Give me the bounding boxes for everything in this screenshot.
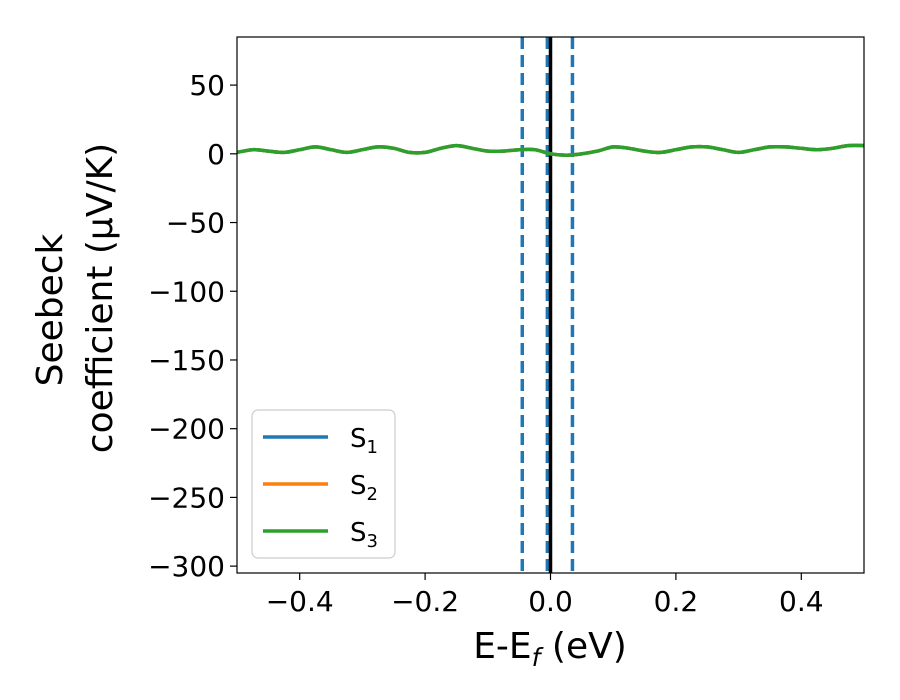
y-tick-label: 50 (189, 69, 225, 102)
y-tick-label: −50 (166, 207, 225, 240)
y-tick-label: −300 (148, 550, 225, 583)
y-tick-label: −100 (148, 275, 225, 308)
x-axis-label-unit: (eV) (540, 626, 626, 667)
plot-frame (236, 36, 865, 574)
x-tick-label: 0.4 (779, 585, 824, 618)
legend-label-s1: S1 (350, 424, 378, 458)
y-axis-label-line1: Seebeck (30, 233, 71, 386)
x-tick-label: 0.0 (528, 585, 573, 618)
y-tick-label: −200 (148, 413, 225, 446)
legend-label-s3: S3 (350, 518, 378, 552)
plot-area (237, 37, 864, 573)
x-tick-label: −0.2 (391, 585, 459, 618)
x-tick-label: 0.2 (654, 585, 699, 618)
series-line-s3 (237, 143, 864, 157)
ticks-layer: −0.4 −0.2 0.0 0.2 0.4 50 0 −50 −100 −150 −200 −250 −… (148, 69, 823, 618)
x-axis-label: E-Ef (eV) (473, 626, 627, 672)
y-tick-label: 0 (207, 138, 225, 171)
y-tick-label: −150 (148, 344, 225, 377)
legend-label-s2: S2 (350, 471, 378, 505)
y-axis-label-line2: coefficient (μV/K) (80, 143, 121, 453)
x-tick-label: −0.4 (266, 585, 334, 618)
y-tick-label: −250 (148, 481, 225, 514)
x-axis-label-main: E-E (473, 626, 531, 667)
legend: S1 S2 S3 (251, 409, 396, 559)
